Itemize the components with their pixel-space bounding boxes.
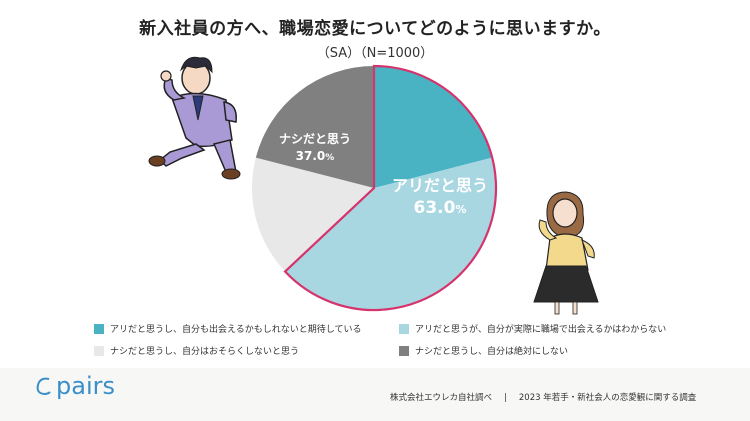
legend-label: アリだと思うが、自分が実際に職場で出会えるかはわからない bbox=[415, 325, 667, 335]
yes-label-value: 63.0% bbox=[378, 198, 502, 218]
survey-name: 2023 年若手・新社会人の恋愛観に関する調査 bbox=[518, 393, 697, 403]
yes-value-number: 63.0 bbox=[413, 198, 456, 218]
legend-label: ナシだと思うし、自分は絶対にしない bbox=[415, 347, 569, 357]
no-label-value: 37.0% bbox=[265, 149, 365, 163]
yes-label: アリだと思う 63.0% bbox=[378, 172, 502, 218]
chart-subtitle: （SA）（N=1000） bbox=[316, 46, 434, 61]
credit-separator: | bbox=[504, 393, 507, 403]
legend-swatch bbox=[399, 323, 409, 334]
woman-illustration bbox=[533, 191, 599, 315]
pie-slices bbox=[252, 66, 496, 310]
yes-label-text: アリだと思う bbox=[391, 176, 488, 195]
chart-title: 新入社員の方へ、職場恋愛についてどのように思いますか。 bbox=[139, 19, 611, 39]
pie-slice-no-never bbox=[255, 66, 374, 188]
legend-label: アリだと思うし、自分も出会えるかもしれないと期待している bbox=[110, 325, 362, 335]
pie-slice-no-probably bbox=[252, 157, 374, 272]
no-label: ナシだと思う 37.0% bbox=[265, 130, 365, 163]
man-illustration bbox=[148, 56, 241, 180]
pie-chart bbox=[148, 56, 599, 315]
pairs-logo: pairs bbox=[34, 372, 115, 400]
no-value-number: 37.0 bbox=[295, 149, 326, 163]
legend-swatch bbox=[399, 345, 409, 356]
pie-slice-yes-unsure bbox=[285, 157, 496, 310]
company-credit: 株式会社エウレカ自社調べ bbox=[390, 393, 493, 403]
footer-bar bbox=[0, 368, 750, 421]
legend-label: ナシだと思うし、自分はおそらくしないと思う bbox=[110, 347, 300, 357]
pie-slice-yes-expect bbox=[374, 66, 493, 188]
legend-swatch bbox=[94, 323, 104, 334]
legend-item-yes-unsure: アリだと思うが、自分が実際に職場で出会えるかはわからない bbox=[399, 322, 666, 335]
yes-group-outline bbox=[283, 64, 498, 312]
no-label-text: ナシだと思う bbox=[278, 132, 351, 146]
pairs-logo-mark bbox=[36, 377, 51, 396]
legend-swatch bbox=[94, 345, 104, 356]
legend-item-no-never: ナシだと思うし、自分は絶対にしない bbox=[399, 344, 568, 357]
yes-value-unit: % bbox=[455, 203, 467, 216]
legend-item-yes-expect: アリだと思うし、自分も出会えるかもしれないと期待している bbox=[94, 322, 361, 335]
logo-text: pairs bbox=[56, 372, 115, 400]
legend-item-no-probably: ナシだと思うし、自分はおそらくしないと思う bbox=[94, 344, 299, 357]
footer-credit: 株式会社エウレカ自社調べ | 2023 年若手・新社会人の恋愛観に関する調査 bbox=[390, 391, 696, 403]
no-value-unit: % bbox=[325, 153, 335, 163]
